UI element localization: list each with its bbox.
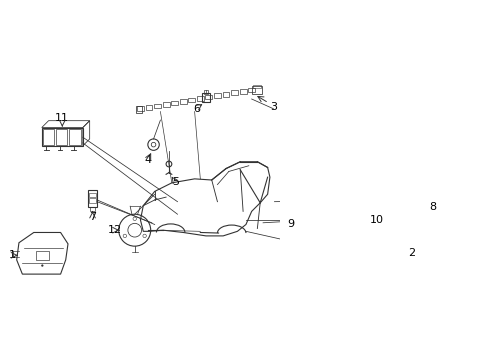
Bar [205,95,212,99]
Bar [252,85,260,87]
Text: 2: 2 [407,248,414,258]
Bar [356,245,362,252]
Bar [214,93,221,98]
Bar [222,92,229,96]
Bar [231,90,238,95]
Bar [69,129,81,145]
Bar [203,90,208,94]
Bar [251,86,262,94]
Bar [395,190,424,212]
Bar [88,190,97,207]
Text: 10: 10 [369,215,384,225]
Bar [347,245,352,252]
Bar [382,270,393,277]
Bar [56,129,67,145]
Text: 7: 7 [89,212,96,222]
Bar [202,93,209,103]
Bar [136,106,142,113]
Text: 5: 5 [172,177,179,187]
Bar [248,87,255,92]
Bar [197,96,203,101]
Text: 4: 4 [144,155,151,165]
Bar [145,105,152,109]
Bar [43,129,54,145]
Bar [188,98,195,102]
Text: 8: 8 [428,202,435,212]
Bar [89,193,96,197]
Bar [137,107,143,111]
Text: 3: 3 [269,102,276,112]
Bar [154,104,161,108]
Text: 9: 9 [286,220,293,229]
Bar [342,243,402,270]
Bar [392,245,398,252]
Text: 1: 1 [9,250,16,260]
Bar [374,245,380,252]
Bar [297,220,328,242]
Bar [239,89,246,94]
Text: 12: 12 [107,225,122,235]
Bar [163,102,169,107]
Text: 6: 6 [192,104,200,114]
Bar [89,198,96,203]
Bar [171,101,178,105]
Bar [41,127,82,146]
Bar [361,203,388,215]
Bar [36,251,48,260]
Bar [383,245,389,252]
Bar [365,245,371,252]
Circle shape [41,264,43,267]
Bar [180,99,186,104]
Bar [90,207,95,211]
Bar [351,270,362,277]
Text: 11: 11 [55,113,69,123]
